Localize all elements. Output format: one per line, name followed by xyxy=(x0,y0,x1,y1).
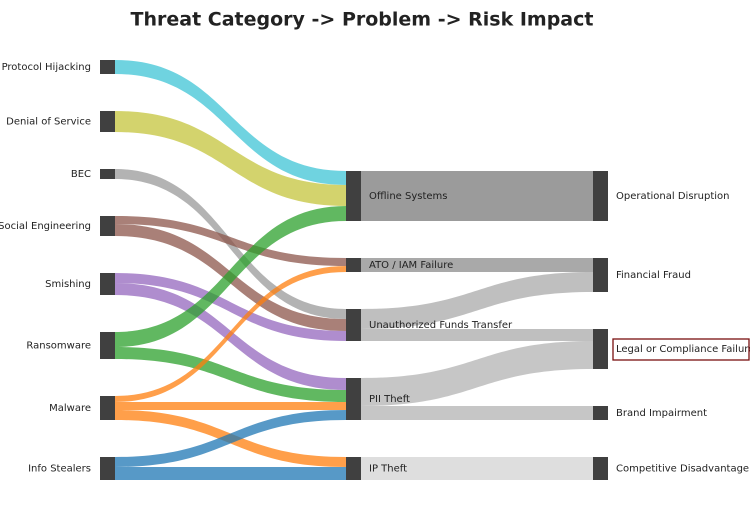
node-label: Brand Impairment xyxy=(616,408,707,419)
link xyxy=(115,266,346,402)
node xyxy=(100,169,115,179)
node-label: Offline Systems xyxy=(369,191,448,202)
link xyxy=(115,206,346,347)
node xyxy=(100,273,115,295)
node xyxy=(346,457,361,480)
link xyxy=(115,347,346,402)
link xyxy=(115,273,346,341)
node xyxy=(593,258,608,292)
link xyxy=(361,341,593,406)
node-label: IP Theft xyxy=(369,464,407,475)
node xyxy=(100,396,115,420)
node xyxy=(346,309,361,341)
node-label: BEC xyxy=(71,169,91,180)
node-label: Malware xyxy=(49,403,91,414)
node-label: Smishing xyxy=(45,279,91,290)
node-label: Ransomware xyxy=(26,341,91,352)
link xyxy=(361,406,593,420)
node-label: Legal or Compliance Failure xyxy=(616,344,750,355)
node-label: Info Stealers xyxy=(28,464,91,475)
node-label: Operational Disruption xyxy=(616,191,730,202)
link xyxy=(361,457,593,480)
highlight-box xyxy=(612,338,750,361)
node xyxy=(346,258,361,272)
link xyxy=(361,171,593,221)
node-label: Unauthorized Funds Transfer xyxy=(369,320,513,331)
node-label: Financial Fraud xyxy=(616,270,691,281)
node xyxy=(100,60,115,74)
link xyxy=(361,272,593,329)
node-label: Protocol Hijacking xyxy=(2,62,91,73)
node-label: Social Engineering xyxy=(0,221,91,232)
chart-title: Threat Category -> Problem -> Risk Impac… xyxy=(131,9,594,31)
nodes: Protocol Hijacking Denial of Service BEC So… xyxy=(0,60,750,480)
link xyxy=(115,216,346,266)
node xyxy=(593,171,608,221)
node xyxy=(100,216,115,236)
link xyxy=(361,329,593,341)
node xyxy=(593,329,608,369)
node-label: Competitive Disadvantage xyxy=(616,464,749,475)
node-label: ATO / IAM Failure xyxy=(369,260,453,271)
links xyxy=(115,60,593,480)
node-label: Denial of Service xyxy=(6,117,91,128)
link xyxy=(361,258,593,272)
node xyxy=(100,457,115,480)
node xyxy=(346,171,361,221)
node xyxy=(100,111,115,132)
node-label: PII Theft xyxy=(369,394,410,405)
node xyxy=(346,378,361,420)
link xyxy=(115,467,346,480)
node xyxy=(593,406,608,420)
node xyxy=(593,457,608,480)
link xyxy=(115,60,346,185)
link xyxy=(115,402,346,410)
link xyxy=(115,111,346,206)
link xyxy=(115,410,346,467)
node xyxy=(100,332,115,359)
